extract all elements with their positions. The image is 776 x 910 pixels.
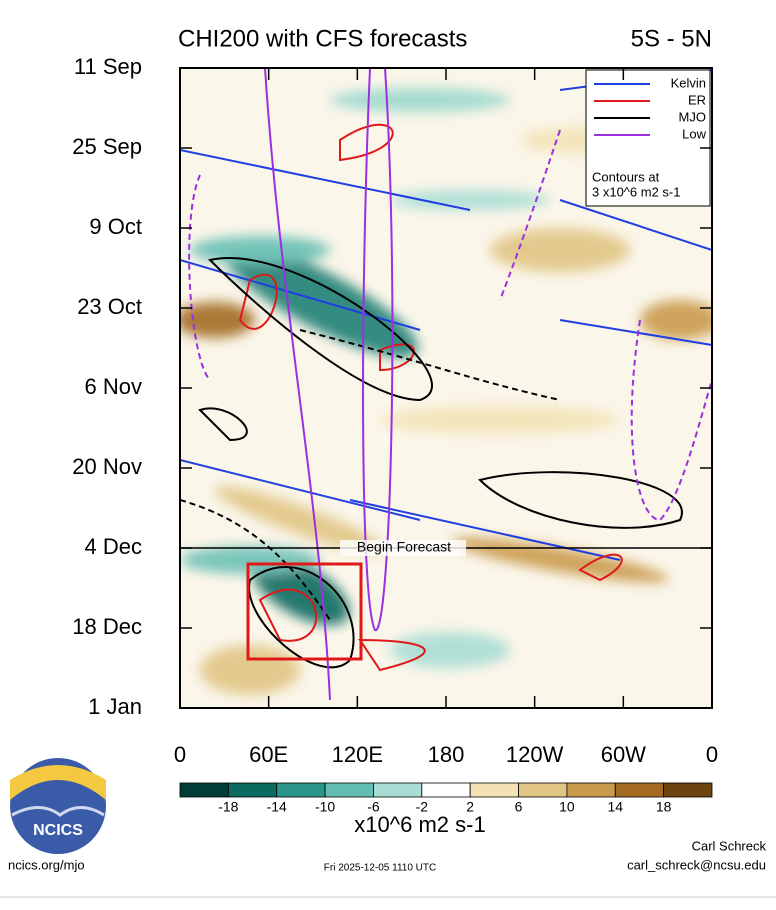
colorbar-tick-label: -6 xyxy=(367,799,380,815)
footer-right: carl_schreck@ncsu.edu xyxy=(627,857,766,872)
logo: NCICS xyxy=(10,758,106,854)
colorbar-box xyxy=(324,782,374,798)
y-tick-label: 25 Sep xyxy=(72,134,142,159)
colorbar-tick-label: 6 xyxy=(515,799,523,815)
y-tick-label: 4 Dec xyxy=(85,534,142,559)
colorbar-box xyxy=(227,782,278,798)
chart-title: CHI200 with CFS forecasts xyxy=(178,25,467,52)
footer-right: Carl Schreck xyxy=(692,838,767,853)
x-tick-label: 60E xyxy=(249,742,288,767)
legend-note: 3 x10^6 m2 s-1 xyxy=(592,184,680,199)
colorbar-box xyxy=(276,782,326,798)
legend: Kelvin ER MJO Low Contours at3 x10^6 m2 s-1 xyxy=(585,69,711,207)
colorbar-box xyxy=(614,782,665,798)
colorbar-tick-label: 2 xyxy=(466,799,474,815)
x-tick-label: 0 xyxy=(706,742,718,767)
footer-left: ncics.org/mjo xyxy=(8,857,85,872)
x-tick-label: 120W xyxy=(506,742,564,767)
colorbar-tick-label: -10 xyxy=(315,799,335,815)
x-tick-label: 60W xyxy=(601,742,646,767)
colorbar-label: x10^6 m2 s-1 xyxy=(354,812,485,837)
logo-text: NCICS xyxy=(33,822,83,839)
colorbar-box xyxy=(518,782,568,798)
y-tick-label: 11 Sep xyxy=(74,54,142,79)
y-tick-label: 18 Dec xyxy=(72,614,142,639)
chart-subtitle: 5S - 5N xyxy=(631,25,712,52)
legend-label: MJO xyxy=(679,109,706,124)
colorbar-box xyxy=(373,782,423,798)
legend-note: Contours at xyxy=(592,169,660,184)
colorbar-tick-label: 10 xyxy=(559,799,575,815)
colorbar-box xyxy=(179,782,229,798)
y-tick-label: 20 Nov xyxy=(72,454,142,479)
annotation: Begin Forecast xyxy=(357,539,451,555)
x-tick-label: 120E xyxy=(332,742,383,767)
y-tick-label: 9 Oct xyxy=(89,214,142,239)
colorbar-tick-label: -14 xyxy=(267,799,287,815)
colorbar-tick-label: -18 xyxy=(218,799,238,815)
legend-label: ER xyxy=(688,92,706,107)
colorbar: -18 -14 -10 -6 -2 2 6 10 14 18 xyxy=(179,782,713,815)
colorbar-box xyxy=(566,782,616,798)
colorbar-box xyxy=(421,782,471,798)
colorbar-tick-label: -2 xyxy=(416,799,429,815)
x-tick-label: 180 xyxy=(428,742,465,767)
colorbar-tick-label: 14 xyxy=(607,799,623,815)
colorbar-box xyxy=(469,782,519,798)
colorbar-box xyxy=(663,782,713,798)
colorbar-tick-label: 18 xyxy=(656,799,672,815)
y-tick-label: 1 Jan xyxy=(88,694,142,719)
legend-label: Low xyxy=(682,126,706,141)
footer-center: Fri 2025-12-05 1110 UTC xyxy=(324,863,436,874)
y-tick-label: 23 Oct xyxy=(77,294,142,319)
y-tick-label: 6 Nov xyxy=(85,374,142,399)
x-tick-label: 0 xyxy=(174,742,186,767)
legend-label: Kelvin xyxy=(671,75,706,90)
